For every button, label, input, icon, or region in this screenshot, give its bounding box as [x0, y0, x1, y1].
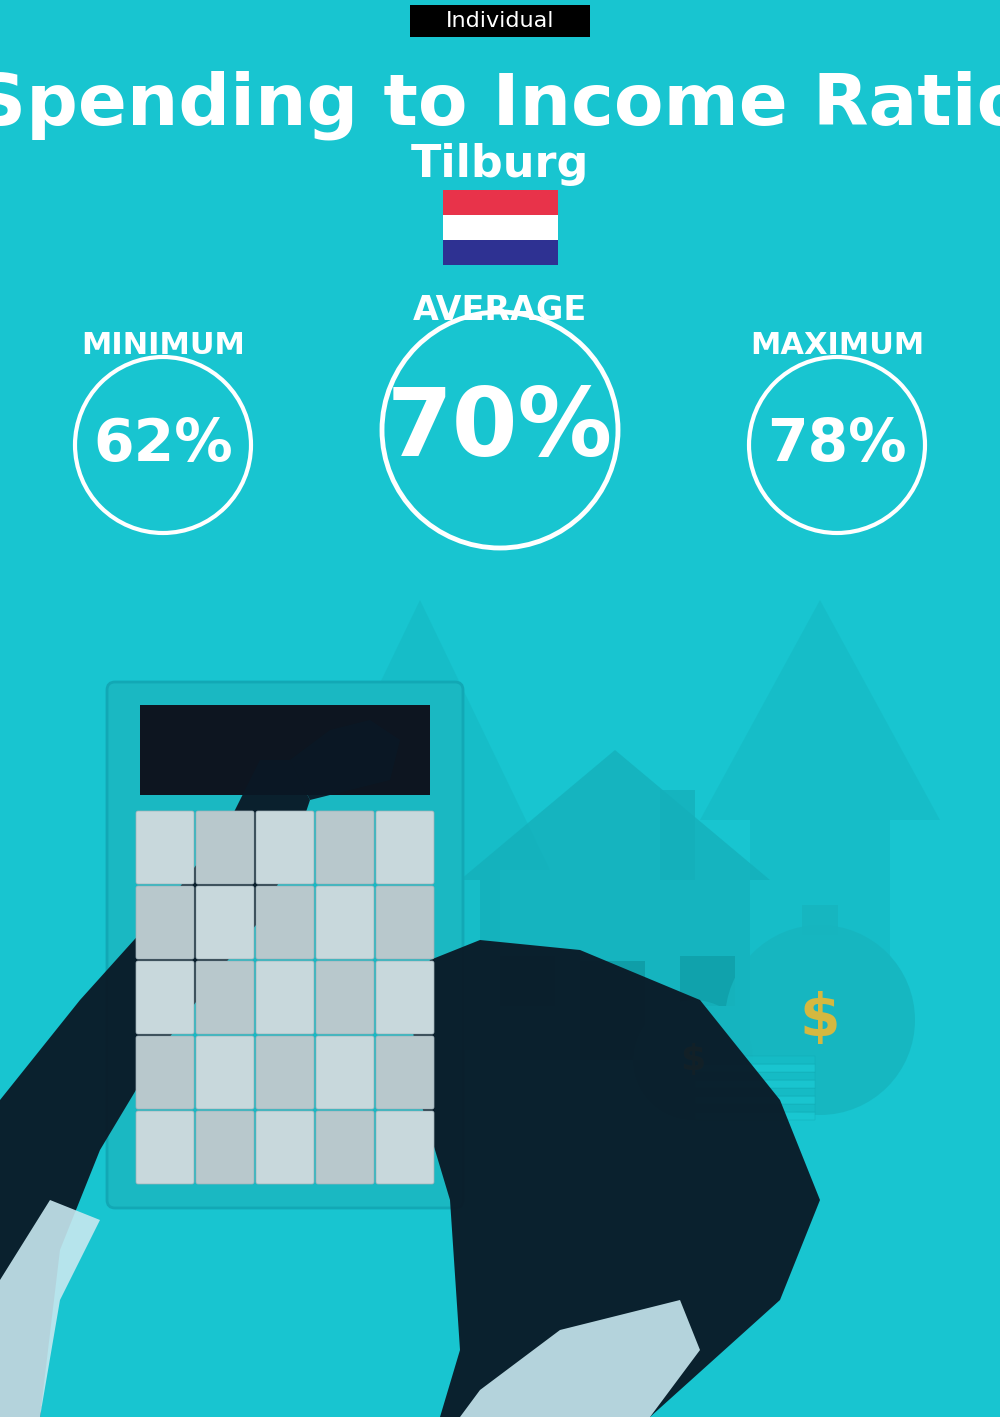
Polygon shape [290, 720, 400, 801]
Bar [580, 961, 645, 1060]
Bar [695, 1088, 815, 1095]
Polygon shape [460, 750, 770, 880]
Bar [695, 1056, 815, 1064]
FancyBboxPatch shape [256, 1036, 314, 1110]
Bar [442, 239, 558, 265]
Bar [695, 1064, 815, 1073]
Polygon shape [0, 760, 310, 1417]
Text: 62%: 62% [93, 417, 233, 473]
FancyBboxPatch shape [256, 961, 314, 1034]
Text: 78%: 78% [767, 417, 907, 473]
Text: Spending to Income Ratio: Spending to Income Ratio [0, 71, 1000, 140]
Bar [660, 791, 695, 880]
Bar [442, 215, 558, 239]
Text: 70%: 70% [387, 384, 613, 476]
Text: Tilburg: Tilburg [411, 143, 589, 187]
Text: MINIMUM: MINIMUM [81, 330, 245, 360]
FancyBboxPatch shape [136, 886, 194, 959]
FancyBboxPatch shape [316, 961, 374, 1034]
Bar [442, 190, 558, 215]
FancyBboxPatch shape [136, 961, 194, 1034]
FancyBboxPatch shape [376, 1111, 434, 1185]
Bar [695, 1080, 815, 1088]
Text: Individual: Individual [446, 11, 554, 31]
Text: $: $ [680, 1043, 706, 1077]
FancyBboxPatch shape [136, 811, 194, 884]
FancyBboxPatch shape [196, 811, 254, 884]
FancyBboxPatch shape [376, 1036, 434, 1110]
FancyBboxPatch shape [316, 1111, 374, 1185]
FancyBboxPatch shape [256, 811, 314, 884]
FancyBboxPatch shape [256, 1111, 314, 1185]
Text: AVERAGE: AVERAGE [413, 293, 587, 326]
FancyBboxPatch shape [256, 886, 314, 959]
Polygon shape [440, 1299, 700, 1417]
Bar [680, 956, 735, 1006]
FancyBboxPatch shape [196, 1111, 254, 1185]
FancyBboxPatch shape [136, 1036, 194, 1110]
Bar [695, 1073, 815, 1080]
FancyBboxPatch shape [376, 961, 434, 1034]
FancyBboxPatch shape [316, 886, 374, 959]
Polygon shape [400, 939, 820, 1417]
Text: $: $ [800, 992, 840, 1049]
Polygon shape [290, 599, 550, 1050]
FancyBboxPatch shape [136, 1111, 194, 1185]
Circle shape [633, 1000, 753, 1119]
Bar [410, 6, 590, 37]
Text: MAXIMUM: MAXIMUM [750, 330, 924, 360]
FancyBboxPatch shape [196, 1036, 254, 1110]
FancyBboxPatch shape [196, 961, 254, 1034]
Bar [480, 880, 750, 1060]
Circle shape [725, 925, 915, 1115]
FancyBboxPatch shape [196, 886, 254, 959]
Bar [500, 956, 555, 1006]
Bar [695, 1104, 815, 1112]
Polygon shape [700, 599, 940, 1050]
Bar [140, 706, 430, 795]
FancyBboxPatch shape [316, 1036, 374, 1110]
FancyBboxPatch shape [107, 682, 463, 1209]
Polygon shape [0, 1200, 100, 1417]
Bar [802, 905, 838, 935]
Bar [695, 1112, 815, 1119]
FancyBboxPatch shape [376, 811, 434, 884]
FancyBboxPatch shape [376, 886, 434, 959]
FancyBboxPatch shape [316, 811, 374, 884]
Bar [695, 1095, 815, 1104]
